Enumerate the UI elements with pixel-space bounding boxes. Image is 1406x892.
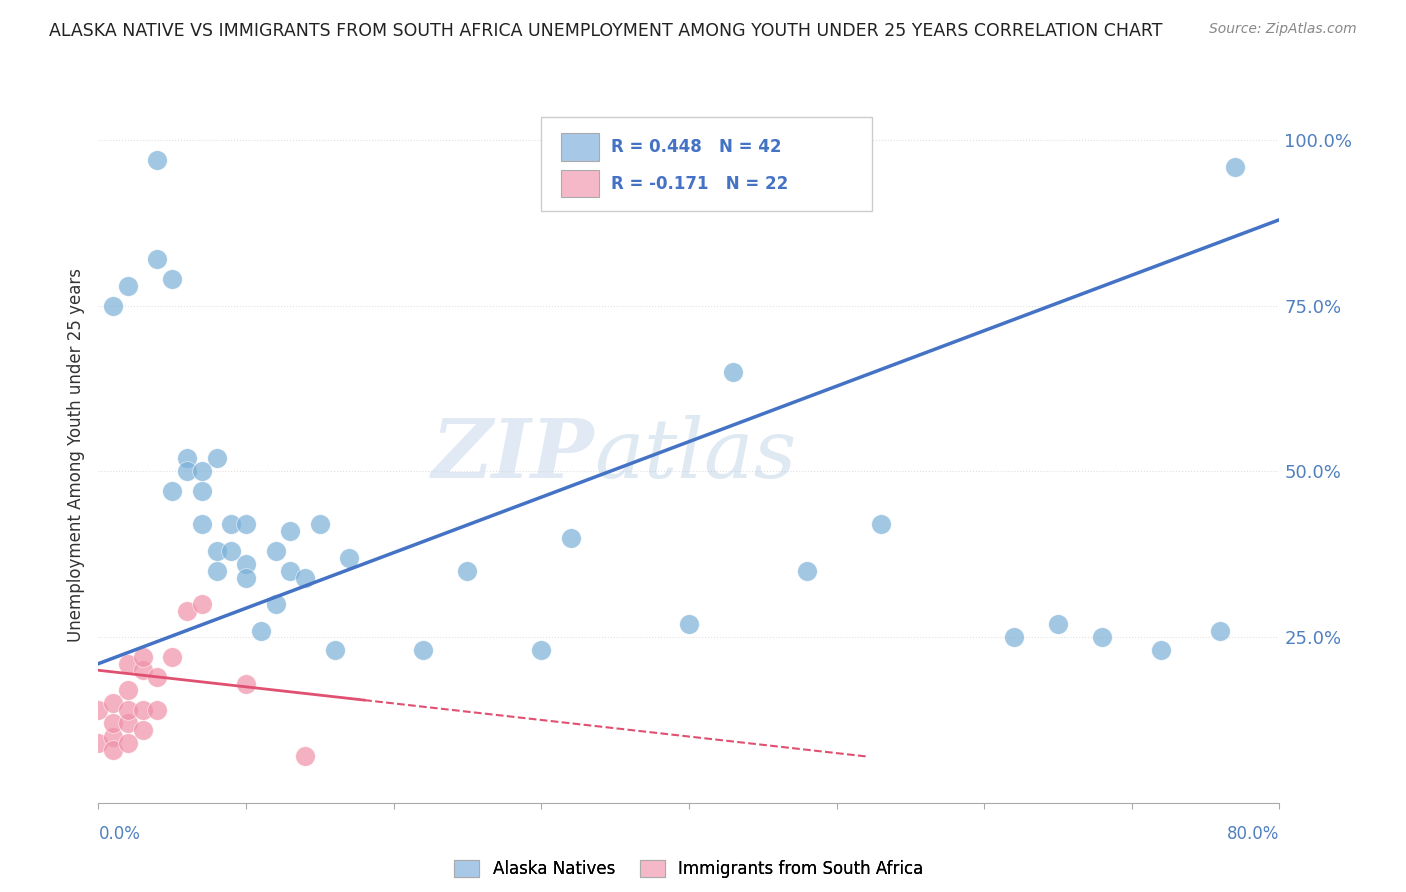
Point	[294, 749, 316, 764]
Point	[1046, 616, 1069, 631]
Point	[560, 531, 582, 545]
Point	[103, 299, 125, 313]
Point	[162, 650, 183, 665]
Point	[1002, 630, 1025, 644]
Point	[87, 703, 110, 717]
Point	[191, 517, 214, 532]
Point	[294, 570, 316, 584]
Point	[235, 570, 257, 584]
Point	[162, 484, 183, 499]
FancyBboxPatch shape	[541, 118, 872, 211]
Point	[132, 650, 155, 665]
Point	[191, 484, 214, 499]
Point	[1150, 643, 1173, 657]
Text: R = -0.171   N = 22: R = -0.171 N = 22	[612, 175, 789, 193]
Point	[146, 252, 169, 267]
Point	[191, 465, 214, 479]
Point	[678, 616, 700, 631]
Text: 80.0%: 80.0%	[1227, 825, 1279, 843]
Point	[191, 597, 214, 611]
Point	[117, 736, 139, 750]
Point	[103, 716, 125, 731]
Point	[117, 716, 139, 731]
Point	[278, 564, 302, 578]
Point	[103, 697, 125, 711]
Point	[205, 544, 228, 558]
Point	[235, 517, 257, 532]
Point	[323, 643, 346, 657]
Point	[103, 730, 125, 744]
Point	[337, 550, 360, 565]
Point	[264, 544, 287, 558]
Point	[176, 465, 198, 479]
Point	[278, 524, 302, 538]
Point	[205, 451, 228, 466]
Point	[264, 597, 287, 611]
Point	[219, 517, 242, 532]
Point	[162, 272, 183, 286]
Point	[132, 663, 155, 677]
Text: Source: ZipAtlas.com: Source: ZipAtlas.com	[1209, 22, 1357, 37]
Point	[205, 564, 228, 578]
Point	[87, 736, 110, 750]
Point	[530, 643, 553, 657]
Point	[235, 558, 257, 572]
Point	[235, 676, 257, 690]
Point	[412, 643, 434, 657]
Point	[117, 657, 139, 671]
Point	[309, 517, 332, 532]
Text: 0.0%: 0.0%	[98, 825, 141, 843]
Point	[117, 703, 139, 717]
Point	[117, 279, 139, 293]
Point	[146, 670, 169, 684]
Point	[132, 723, 155, 737]
Text: ZIP: ZIP	[432, 415, 595, 495]
Point	[219, 544, 242, 558]
Point	[146, 153, 169, 167]
Point	[721, 365, 744, 379]
Text: atlas: atlas	[595, 415, 797, 495]
FancyBboxPatch shape	[561, 133, 599, 161]
Point	[117, 683, 139, 698]
Point	[132, 703, 155, 717]
Point	[869, 517, 891, 532]
Point	[456, 564, 478, 578]
Point	[796, 564, 818, 578]
Text: R = 0.448   N = 42: R = 0.448 N = 42	[612, 137, 782, 156]
FancyBboxPatch shape	[561, 169, 599, 197]
Point	[103, 743, 125, 757]
Y-axis label: Unemployment Among Youth under 25 years: Unemployment Among Youth under 25 years	[66, 268, 84, 642]
Point	[176, 604, 198, 618]
Point	[1223, 160, 1246, 174]
Point	[250, 624, 273, 638]
Point	[1209, 624, 1232, 638]
Point	[176, 451, 198, 466]
Point	[146, 703, 169, 717]
Legend: Alaska Natives, Immigrants from South Africa: Alaska Natives, Immigrants from South Af…	[447, 854, 931, 885]
Text: ALASKA NATIVE VS IMMIGRANTS FROM SOUTH AFRICA UNEMPLOYMENT AMONG YOUTH UNDER 25 : ALASKA NATIVE VS IMMIGRANTS FROM SOUTH A…	[49, 22, 1163, 40]
Point	[1091, 630, 1114, 644]
